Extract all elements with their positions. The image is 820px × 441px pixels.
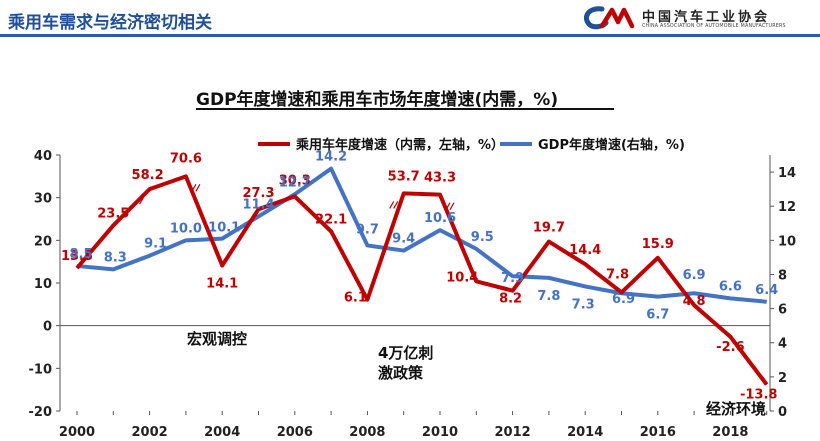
y-left-tick-label: 40 [34, 149, 52, 164]
passenger-car-data-label: -13.8 [740, 388, 777, 403]
gdp-data-label: 10.0 [170, 221, 202, 236]
logo-english-name: CHINA ASSOCIATION OF AUTOMOBILE MANUFACT… [642, 24, 786, 29]
gdp-data-label: 6.9 [612, 292, 635, 307]
axis-break-mark [191, 184, 197, 192]
passenger-car-data-label: 58.2 [132, 168, 164, 183]
gdp-data-label: 9.1 [144, 237, 167, 252]
passenger-car-data-label: 14.1 [206, 277, 238, 292]
gdp-data-label: 9.7 [356, 222, 379, 237]
y-right-tick-label: 0 [778, 405, 787, 420]
x-tick-label: 2014 [567, 425, 603, 440]
gdp-data-label: 9.4 [392, 232, 415, 247]
y-right-tick-label: 4 [778, 337, 787, 352]
x-tick-label: 2004 [204, 425, 240, 440]
legend-label-gdp: GDP年度增速(右轴，%) [538, 137, 685, 153]
caam-logo: 中国汽车工业协会 CHINA ASSOCIATION OF AUTOMOBILE… [580, 4, 816, 32]
passenger-car-data-label: 53.7 [388, 169, 420, 184]
slide-title: 乘用车需求与经济密切相关 [8, 13, 212, 33]
annotation-economic-environment: 经济环境 [706, 400, 766, 418]
legend-label-passenger-car: 乘用车年度增速（内需，左轴，%） [295, 137, 504, 153]
gdp-data-label: 6.4 [755, 283, 778, 298]
y-left-tick-label: -20 [29, 405, 53, 420]
passenger-car-data-label: -2.6 [716, 340, 744, 355]
axis-break-mark [135, 196, 141, 205]
annotation-macro-control: 宏观调控 [187, 330, 247, 348]
gdp-series-line [76, 166, 767, 304]
y-left-tick-label: 0 [43, 320, 52, 335]
passenger-car-data-label: 70.6 [170, 151, 202, 166]
y-left-tick-label: 30 [34, 192, 52, 207]
gdp-data-label: 11.4 [242, 197, 274, 212]
x-tick-label: 2012 [495, 425, 531, 440]
passenger-car-data-label: 19.7 [533, 221, 565, 236]
x-tick-label: 2000 [59, 425, 95, 440]
gdp-data-label: 6.9 [683, 268, 706, 283]
gdp-data-label: 8.5 [69, 247, 92, 262]
passenger-car-data-label: 22.1 [315, 212, 347, 227]
chart-title-underline [196, 108, 614, 110]
passenger-car-data-label: 8.2 [499, 292, 522, 307]
gdp-data-label: 10.6 [424, 211, 456, 226]
y-right-tick-label: 2 [778, 371, 787, 386]
passenger-car-data-label: 23.5 [97, 206, 129, 221]
gdp-data-label: 7.8 [537, 289, 560, 304]
passenger-car-data-label: 15.9 [642, 237, 674, 252]
passenger-car-data-label: 13.5 [61, 249, 93, 264]
y-left-tick-label: 10 [34, 277, 52, 292]
y-right-tick-label: 8 [778, 268, 787, 283]
x-tick-label: 2008 [349, 425, 385, 440]
y-right-tick-label: 12 [778, 200, 796, 215]
x-tick-label: 2002 [132, 425, 168, 440]
gdp-data-label: 6.6 [719, 279, 742, 294]
gdp-data-label: 7.3 [572, 297, 595, 312]
header-divider [0, 34, 820, 37]
y-left-tick-label: 20 [34, 234, 52, 249]
y-left-tick-label: -10 [29, 362, 53, 377]
passenger-car-data-label: 14.4 [569, 243, 601, 258]
passenger-car-data-label: 4.8 [683, 294, 706, 309]
gdp-data-label: 8.3 [104, 250, 127, 265]
x-tick-label: 2010 [422, 425, 458, 440]
x-tick-label: 2018 [712, 425, 748, 440]
axis-break-mark [139, 196, 145, 205]
gdp-data-label: 7.9 [501, 271, 524, 286]
chart-title: GDP年度增速和乘用车市场年度增速(内需，%) [196, 90, 559, 110]
y-right-tick-label: 6 [778, 303, 787, 318]
axis-break-mark [389, 201, 395, 209]
axis-break-mark [393, 201, 399, 209]
passenger-car-data-label: 7.8 [606, 267, 629, 282]
axis-break-mark [195, 184, 201, 192]
x-tick-label: 2016 [640, 425, 676, 440]
axis-break-mark [445, 202, 451, 210]
gdp-data-label: 6.7 [646, 308, 669, 323]
gdp-data-label: 14.2 [315, 150, 347, 165]
passenger-car-data-label: 27.3 [242, 186, 274, 201]
caam-logo-mark [584, 6, 635, 30]
passenger-car-data-label: 43.3 [424, 171, 456, 186]
y-right-tick-label: 10 [778, 234, 796, 249]
y-right-tick-label: 14 [778, 166, 796, 181]
x-tick-label: 2006 [277, 425, 313, 440]
gdp-data-label: 10.1 [208, 221, 240, 236]
passenger-car-data-label: 30.3 [279, 173, 311, 188]
logo-chinese-name: 中国汽车工业协会 [642, 10, 771, 25]
gdp-data-label: 9.5 [471, 230, 494, 245]
passenger-car-data-label: 6.1 [344, 291, 367, 306]
annotation-stimulus-line2: 激政策 [378, 364, 424, 382]
gdp-data-label: 12.7 [279, 175, 311, 190]
axis-break-mark [449, 202, 455, 210]
annotation-stimulus-line1: 4万亿刺 [378, 344, 433, 362]
passenger-car-data-label: 10.4 [446, 270, 478, 285]
